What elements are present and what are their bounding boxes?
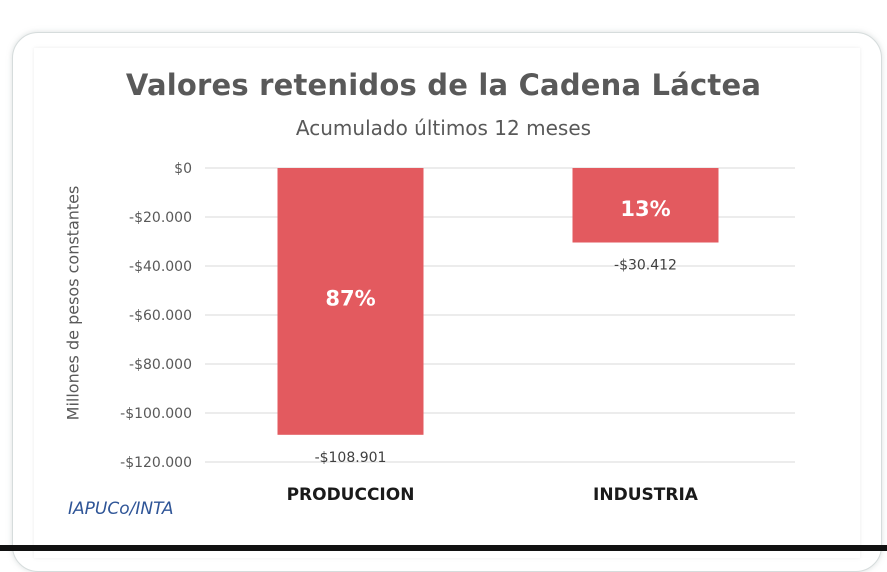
bottom-border — [0, 545, 887, 551]
bar-produccion — [277, 168, 424, 435]
y-tick-label: -$40.000 — [129, 259, 192, 275]
source-label: IAPUCo/INTA — [68, 499, 174, 519]
bar-share-label: 13% — [620, 197, 670, 221]
bar-share-label: 87% — [325, 287, 375, 311]
y-tick-label: -$120.000 — [120, 455, 192, 471]
chart-panel — [34, 48, 860, 558]
bar-value-label: -$30.412 — [614, 258, 677, 274]
y-tick-label: -$20.000 — [129, 210, 192, 226]
x-category-label: INDUSTRIA — [593, 485, 699, 505]
x-category-label: PRODUCCION — [287, 485, 415, 505]
chart-title: Valores retenidos de la Cadena Láctea — [125, 68, 762, 102]
bar-industria — [572, 168, 719, 243]
y-tick-label: $0 — [174, 161, 192, 177]
y-tick-label: -$80.000 — [129, 357, 192, 373]
bar-value-label: -$108.901 — [315, 450, 387, 466]
chart-subtitle: Acumulado últimos 12 meses — [295, 116, 592, 140]
y-tick-label: -$100.000 — [120, 406, 192, 422]
y-tick-label: -$60.000 — [129, 308, 192, 324]
bar-chart: $0 -$20.000 -$40.000 -$60.000 -$80.000 -$100.… — [120, 161, 795, 505]
